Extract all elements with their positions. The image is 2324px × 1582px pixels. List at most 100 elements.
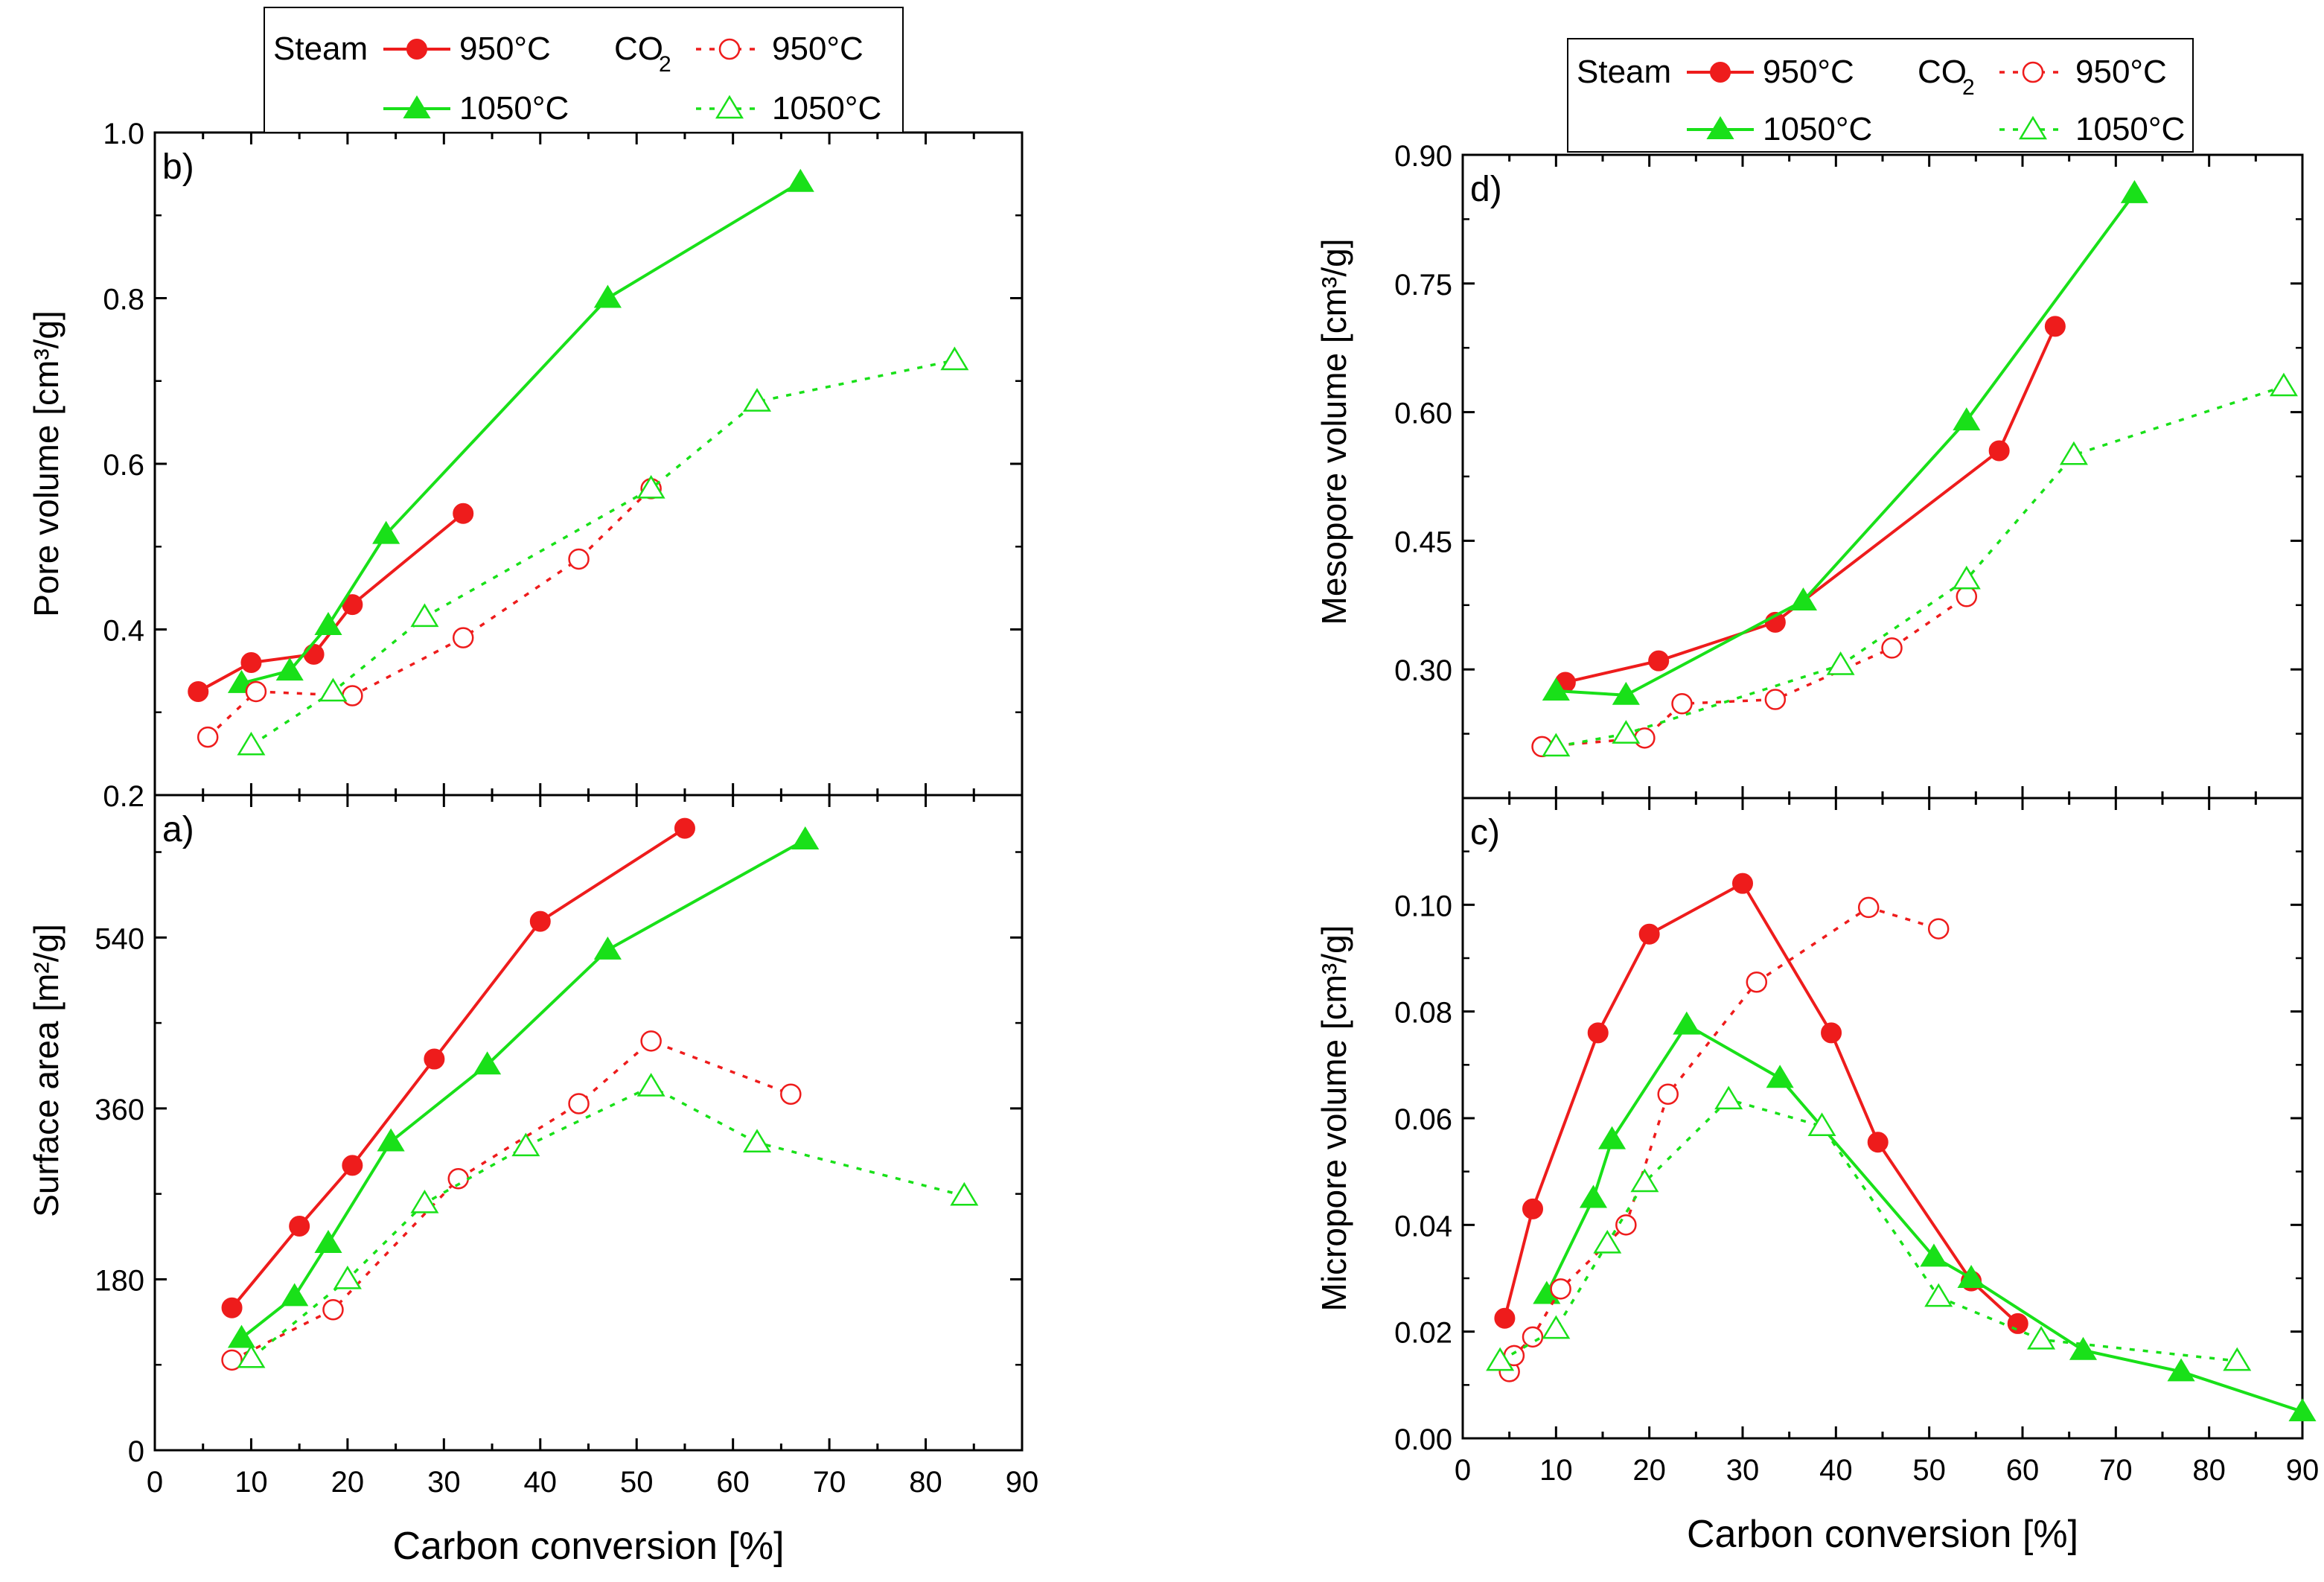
series-steam_950 [188, 503, 474, 702]
data-point [314, 611, 342, 635]
x-tick-label: 0 [1455, 1454, 1471, 1487]
data-point [245, 680, 267, 703]
data-point [1648, 650, 1670, 672]
y-tick-label: 0.4 [103, 615, 144, 648]
legend-co2-subscript: 2 [1962, 75, 1975, 100]
data-point [1732, 873, 1753, 894]
series-steam_1050 [227, 826, 820, 1348]
data-point [640, 1030, 662, 1052]
x-tick-label: 10 [234, 1466, 268, 1499]
data-point [1920, 1243, 1948, 1267]
data-point [1494, 1307, 1516, 1329]
legend-marker [2018, 115, 2048, 140]
y-tick-label: 360 [95, 1094, 144, 1126]
series-co2_1050 [1486, 1085, 2252, 1371]
data-point [1612, 720, 1641, 744]
data-point [1579, 1184, 1608, 1208]
y-tick-label: 0.75 [1394, 269, 1452, 302]
data-point [1924, 1283, 1953, 1307]
series-line [240, 838, 806, 1340]
data-point [197, 726, 219, 748]
series-steam_1050 [1533, 1011, 2317, 1422]
y-tick-label: 0.6 [103, 449, 144, 482]
data-point [568, 548, 590, 570]
y-axis-label: Mesopore volume [cm³/g] [1315, 239, 1353, 625]
data-point [593, 936, 622, 960]
data-point [1630, 1168, 1659, 1193]
y-tick-label: 0.8 [103, 284, 144, 316]
data-point [1612, 681, 1640, 705]
data-point [453, 503, 474, 524]
data-point [2069, 1336, 2098, 1360]
series-steam_950 [1554, 316, 2066, 693]
x-tick-label: 60 [2006, 1454, 2040, 1487]
y-tick-label: 0.02 [1394, 1317, 1452, 1350]
y-tick-label: 0.45 [1394, 526, 1452, 558]
legend-box [264, 7, 904, 133]
y-tick-label: 180 [95, 1264, 144, 1297]
legend-entry-label: 950°C [772, 31, 863, 67]
data-point [1956, 586, 1978, 607]
panel-label: a) [162, 810, 194, 849]
data-point [1671, 693, 1693, 715]
x-tick-label: 50 [620, 1466, 654, 1499]
data-point [950, 1181, 979, 1206]
data-point [1542, 677, 1570, 701]
data-point [1957, 1265, 1985, 1288]
data-point [791, 826, 820, 849]
y-tick-label: 0.08 [1394, 997, 1452, 1030]
y-tick-label: 0.30 [1394, 654, 1452, 687]
series-line [1545, 1022, 2303, 1414]
data-point [2288, 1398, 2317, 1422]
series-co2_1050 [1542, 372, 2298, 757]
x-tick-label: 90 [2286, 1454, 2320, 1487]
panel-label: c) [1470, 813, 1500, 852]
legend-steam-label: Steam [1577, 54, 1671, 90]
data-point [314, 1230, 342, 1253]
series-line [231, 1039, 791, 1362]
series-line [241, 181, 802, 685]
y-tick-label: 0.60 [1394, 398, 1452, 430]
data-point [2269, 372, 2298, 397]
data-point [410, 1189, 439, 1213]
series-line [1565, 325, 2057, 684]
data-point [1587, 1022, 1609, 1044]
x-tick-label: 40 [524, 1466, 558, 1499]
data-point [1821, 1022, 1842, 1044]
data-point [2027, 1325, 2056, 1350]
legend-co2-label: CO [614, 31, 663, 67]
data-point [303, 643, 325, 665]
data-point [1881, 637, 1903, 659]
data-point [1522, 1326, 1544, 1348]
data-point [319, 677, 348, 702]
legend-marker [1710, 62, 1731, 83]
legend-steam-label: Steam [273, 31, 368, 67]
data-point [1673, 1011, 1701, 1035]
data-point [2059, 441, 2088, 465]
y-tick-label: 0.00 [1394, 1423, 1452, 1456]
series-co2_950 [1531, 586, 1978, 758]
data-point [1953, 407, 1981, 431]
x-tick-label: 40 [1819, 1454, 1853, 1487]
data-point [333, 1266, 362, 1289]
data-point [1867, 1132, 1889, 1153]
legend-marker [715, 95, 744, 119]
data-point [1486, 1347, 1515, 1371]
legend-marker [403, 95, 431, 118]
series-line [206, 488, 652, 739]
legend-co2-subscript: 2 [659, 52, 671, 77]
data-point [593, 284, 622, 308]
y-tick-label: 540 [95, 922, 144, 955]
legend-entry-label: 1050°C [2075, 111, 2185, 147]
data-point [1542, 1315, 1571, 1339]
x-tick-label: 30 [1726, 1454, 1760, 1487]
x-tick-label: 20 [331, 1466, 365, 1499]
y-axis-label: Micropore volume [cm³/g] [1315, 925, 1353, 1312]
x-tick-label: 0 [147, 1466, 163, 1499]
data-point [1638, 923, 1660, 945]
data-point [1807, 1112, 1836, 1136]
data-point [188, 680, 209, 702]
legend-right: Steam CO2 950°C 950°C 1050°C 1050°C [1567, 38, 2194, 153]
data-point [780, 1083, 802, 1105]
